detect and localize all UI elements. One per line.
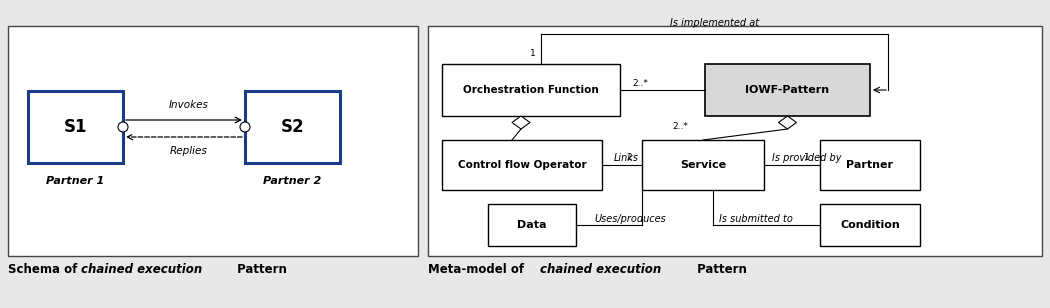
Text: Meta-model of: Meta-model of [428, 263, 528, 276]
Text: S1: S1 [64, 118, 87, 136]
FancyBboxPatch shape [442, 140, 602, 190]
Text: Condition: Condition [840, 220, 900, 230]
FancyBboxPatch shape [8, 26, 418, 256]
Text: IOWF-Pattern: IOWF-Pattern [746, 85, 830, 95]
Text: 1: 1 [530, 49, 536, 58]
Text: Uses/produces: Uses/produces [594, 214, 666, 224]
FancyBboxPatch shape [442, 64, 620, 116]
Polygon shape [778, 116, 797, 129]
Text: Is provided by: Is provided by [772, 153, 841, 163]
Text: Invokes: Invokes [169, 100, 209, 110]
Text: chained execution: chained execution [81, 263, 203, 276]
Text: Pattern: Pattern [693, 263, 747, 276]
Text: Orchestration Function: Orchestration Function [463, 85, 598, 95]
FancyBboxPatch shape [705, 64, 870, 116]
Text: Is submitted to: Is submitted to [719, 214, 793, 224]
Text: S2: S2 [280, 118, 304, 136]
Text: Schema of: Schema of [8, 263, 82, 276]
FancyBboxPatch shape [488, 204, 576, 246]
Text: 2..*: 2..* [632, 79, 648, 87]
Text: 2..*: 2..* [672, 121, 688, 131]
Polygon shape [512, 116, 530, 129]
Circle shape [118, 122, 128, 132]
Text: Partner 1: Partner 1 [46, 176, 105, 186]
Text: Control flow Operator: Control flow Operator [458, 160, 586, 170]
FancyBboxPatch shape [428, 26, 1042, 256]
FancyBboxPatch shape [28, 91, 123, 163]
FancyBboxPatch shape [245, 91, 340, 163]
Text: Links: Links [614, 153, 639, 163]
Text: 1: 1 [804, 153, 810, 163]
Text: Replies: Replies [170, 146, 208, 156]
Text: Data: Data [518, 220, 547, 230]
Circle shape [240, 122, 250, 132]
Text: Partner 2: Partner 2 [264, 176, 321, 186]
FancyBboxPatch shape [820, 140, 920, 190]
Text: chained execution: chained execution [540, 263, 662, 276]
FancyBboxPatch shape [820, 204, 920, 246]
Text: Service: Service [680, 160, 726, 170]
Text: Is implemented at: Is implemented at [670, 18, 759, 28]
Text: 2: 2 [627, 153, 632, 163]
Text: Pattern: Pattern [233, 263, 287, 276]
FancyBboxPatch shape [642, 140, 764, 190]
Text: Partner: Partner [846, 160, 894, 170]
